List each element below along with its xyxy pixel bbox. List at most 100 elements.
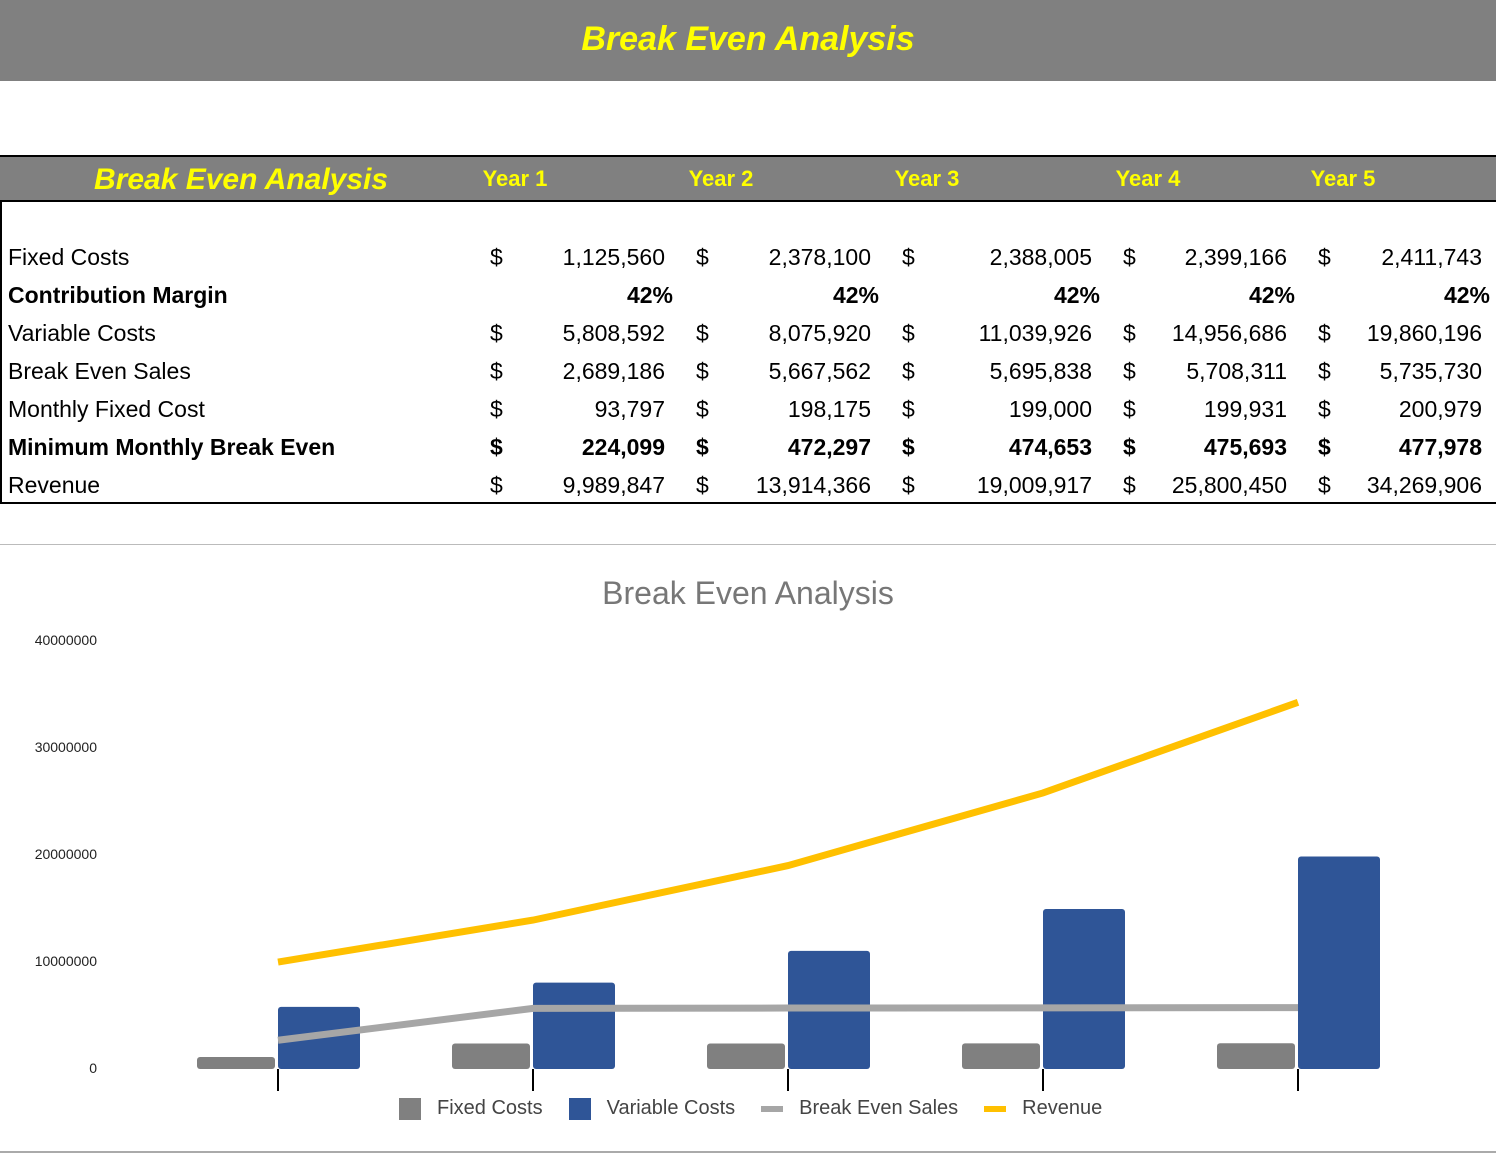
currency-symbol: $ — [490, 396, 503, 422]
currency-symbol: $ — [696, 434, 709, 460]
fixed-costs-bar — [452, 1043, 530, 1069]
row-label: Fixed Costs — [8, 244, 130, 270]
cell-value: 42% — [832, 282, 879, 308]
legend-label: Revenue — [1022, 1097, 1103, 1119]
currency-symbol: $ — [902, 434, 915, 460]
currency-symbol: $ — [1123, 396, 1136, 422]
cell-value: 34,269,906 — [1366, 472, 1482, 498]
y-tick-label: 0 — [89, 1060, 97, 1076]
y-tick-label: 10000000 — [34, 953, 97, 969]
currency-symbol: $ — [1318, 434, 1331, 460]
row-label: Revenue — [8, 472, 101, 498]
currency-symbol: $ — [696, 396, 709, 422]
cell-value: 42% — [1248, 282, 1295, 308]
currency-symbol: $ — [696, 320, 709, 346]
fixed-costs-bar — [962, 1043, 1040, 1069]
row-label: Break Even Sales — [8, 358, 191, 384]
fixed-costs-bar — [1217, 1043, 1295, 1069]
year-header: Year 1 — [482, 166, 548, 191]
cell-value: 11,039,926 — [978, 320, 1092, 346]
currency-symbol: $ — [1318, 472, 1331, 498]
currency-symbol: $ — [902, 358, 915, 384]
cell-value: 472,297 — [787, 434, 871, 460]
cell-value: 224,099 — [581, 434, 665, 460]
cell-value: 93,797 — [594, 396, 665, 422]
legend-item: Revenue — [984, 1097, 1102, 1120]
currency-symbol: $ — [1123, 358, 1136, 384]
currency-symbol: $ — [490, 434, 503, 460]
table-title: Break Even Analysis — [94, 163, 389, 196]
cell-value: 198,175 — [787, 396, 871, 422]
cell-value: 14,956,686 — [1171, 320, 1287, 346]
banner: Break Even Analysis — [0, 0, 1496, 81]
divider — [0, 1151, 1496, 1153]
cell-value: 1,125,560 — [562, 244, 665, 270]
legend-swatch — [984, 1105, 1007, 1112]
cell-value: 5,735,730 — [1379, 358, 1482, 384]
cell-value: 9,989,847 — [562, 472, 665, 498]
legend-label: Variable Costs — [606, 1097, 736, 1119]
revenue-line — [277, 699, 1300, 966]
cell-value: 477,978 — [1398, 434, 1482, 460]
cell-value: 8,075,920 — [768, 320, 871, 346]
divider — [0, 544, 1496, 545]
table-header: Break Even Analysis Year 1 Year 2 Year 3… — [0, 155, 1496, 202]
cell-value: 19,860,196 — [1366, 320, 1482, 346]
banner-title: Break Even Analysis — [581, 20, 915, 58]
cell-value: 2,388,005 — [989, 244, 1092, 270]
currency-symbol: $ — [1123, 472, 1136, 498]
cell-value: 475,693 — [1203, 434, 1287, 460]
currency-symbol: $ — [696, 244, 709, 270]
cell-value: 2,399,166 — [1184, 244, 1287, 270]
currency-symbol: $ — [1123, 244, 1136, 270]
currency-symbol: $ — [1123, 320, 1136, 346]
y-tick-label: 40000000 — [34, 632, 97, 648]
legend-item: Variable Costs — [568, 1097, 736, 1120]
y-tick-label: 30000000 — [34, 739, 97, 755]
legend-swatch — [399, 1097, 421, 1120]
year-header: Year 5 — [1310, 166, 1376, 191]
cell-value: 2,689,186 — [562, 358, 665, 384]
currency-symbol: $ — [1123, 434, 1136, 460]
currency-symbol: $ — [490, 358, 503, 384]
currency-symbol: $ — [902, 320, 915, 346]
currency-symbol: $ — [1318, 244, 1331, 270]
currency-symbol: $ — [902, 244, 915, 270]
cell-value: 199,931 — [1203, 396, 1287, 422]
currency-symbol: $ — [1318, 396, 1331, 422]
cell-value: 5,667,562 — [768, 358, 871, 384]
legend-swatch — [568, 1097, 591, 1120]
currency-symbol: $ — [696, 472, 709, 498]
cell-value: 13,914,366 — [755, 472, 871, 498]
currency-symbol: $ — [490, 244, 503, 270]
currency-symbol: $ — [902, 472, 915, 498]
chart-legend: Fixed Costs Variable Costs Break Even Sale… — [399, 1097, 1128, 1120]
variable-costs-bar — [533, 982, 615, 1069]
currency-symbol: $ — [490, 320, 503, 346]
currency-symbol: $ — [490, 472, 503, 498]
cell-value: 42% — [1443, 282, 1490, 308]
variable-costs-bar — [1043, 908, 1125, 1069]
cell-value: 2,378,100 — [768, 244, 871, 270]
row-label: Contribution Margin — [8, 282, 228, 308]
cell-value: 42% — [626, 282, 673, 308]
legend-swatch — [761, 1105, 784, 1112]
cell-value: 474,653 — [1008, 434, 1092, 460]
row-label: Minimum Monthly Break Even — [8, 434, 336, 460]
chart-title: Break Even Analysis — [602, 575, 894, 611]
cell-value: 2,411,743 — [1381, 244, 1482, 270]
fixed-costs-bar — [707, 1043, 785, 1069]
variable-costs-bar — [1298, 856, 1380, 1069]
legend-label: Fixed Costs — [437, 1097, 543, 1119]
currency-symbol: $ — [902, 396, 915, 422]
legend-item: Fixed Costs — [399, 1097, 543, 1120]
legend-item: Break Even Sales — [761, 1097, 958, 1120]
y-tick-label: 20000000 — [34, 846, 97, 862]
row-label: Monthly Fixed Cost — [8, 396, 205, 422]
currency-symbol: $ — [1318, 358, 1331, 384]
cell-value: 25,800,450 — [1171, 472, 1287, 498]
legend-label: Break Even Sales — [799, 1097, 959, 1119]
fixed-costs-bar — [197, 1056, 275, 1069]
cell-value: 5,695,838 — [989, 358, 1092, 384]
